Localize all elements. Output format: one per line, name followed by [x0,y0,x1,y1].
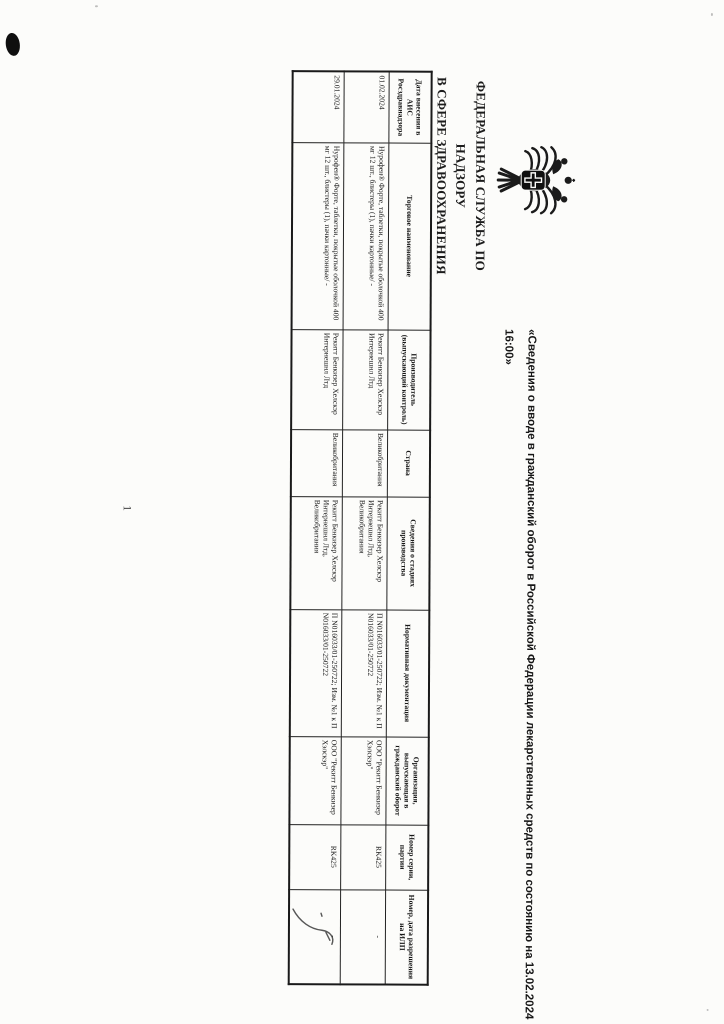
table-row: 29.01.2024 Нурофен® Форте, таблетки, пок… [288,71,345,985]
handwritten-mark [292,908,334,945]
double-headed-eagle-icon [496,146,576,215]
cell-permit: - [340,889,387,985]
cell-series-number: RK425 [341,824,387,890]
header-cell-production-stages: Сведения о стадиях производства [387,496,430,610]
cell-trade-name: Нурофен® Форте, таблетки, покрытые оболо… [291,142,345,330]
scan-speck [706,1008,709,1011]
header-cell-series-number: Номер серии, партии [386,824,429,890]
cell-date: 29.01.2024 [292,71,345,143]
cell-production-stages: Рекитт Бенкизер Хелскэр Интернешнл Лтд, … [290,496,343,610]
cross-shield-icon [520,169,546,191]
header-cell-organization: Организация, выпускающая в гражданский о… [386,736,429,825]
cell-production-stages: Рекитт Бенкизер Хелскэр Интернешнл Лтд, … [342,496,388,610]
cell-organization: ООО "Рекитт Бенкизер Хэлскэр" [341,736,387,825]
page-number: 1 [120,505,133,511]
document-title-line1: «Сведения о вводе в гражданский оборот в… [522,329,538,1020]
cell-series-number: RK425 [289,824,342,890]
scan-speck [710,12,713,16]
document-title-line2: 16:00» [502,329,516,365]
cell-country: Великобритания [290,429,344,497]
table-header-row: Дата внесения в АИС Росздравнадзора Торг… [385,71,432,985]
cell-manufacturer: Рекитт Бенкизер Хелскэр Интернешнл Лтд [291,329,344,430]
header-cell-date: Дата внесения в АИС Росздравнадзора [389,71,432,143]
cell-organization: ООО "Рекитт Бенкизер Хэлскэр" [289,736,342,825]
cell-trade-name: Нурофен® Форте, таблетки, покрытые оболо… [343,142,390,330]
header-cell-trade-name: Торговое наименование [388,142,432,330]
header-cell-permit: Номер, дата разрешения на ИЛП [385,889,429,985]
header-cell-country: Страна [387,429,431,497]
agency-letterhead: ФЕДЕРАЛЬНАЯ СЛУЖБА ПО НАДЗОРУ В СФЕРЕ ЗД… [431,51,491,301]
table-row: 01.02.2024 Нурофен® Форте, таблетки, пок… [340,71,390,985]
header-cell-normative-docs: Нормативная документация [386,609,430,737]
scan-speck [94,5,98,8]
cell-date: 01.02.2024 [344,71,390,143]
agency-name-line2: В СФЕРЕ ЗДРАВООХРАНЕНИЯ [433,76,450,275]
document-title: «Сведения о вводе в гражданский оборот в… [495,329,543,1019]
scan-artifact-blob [4,32,22,57]
cell-country: Великобритания [342,429,389,497]
drug-circulation-table: Дата внесения в АИС Росздравнадзора Торг… [287,70,433,986]
agency-name-line1: ФЕДЕРАЛЬНАЯ СЛУЖБА ПО НАДЗОРУ [453,80,489,272]
header-cell-manufacturer: Производитель (выпускающий контроль) [388,329,431,430]
cell-normative-docs: П N016033/01-250722; Изм. №1 к П N016033… [289,609,343,737]
cell-normative-docs: П N016033/01-250722; Изм. №1 к П N016033… [341,609,388,737]
cell-manufacturer: Рекитт Бенкизер Хелскэр Интернешнл Лтд [343,329,389,430]
